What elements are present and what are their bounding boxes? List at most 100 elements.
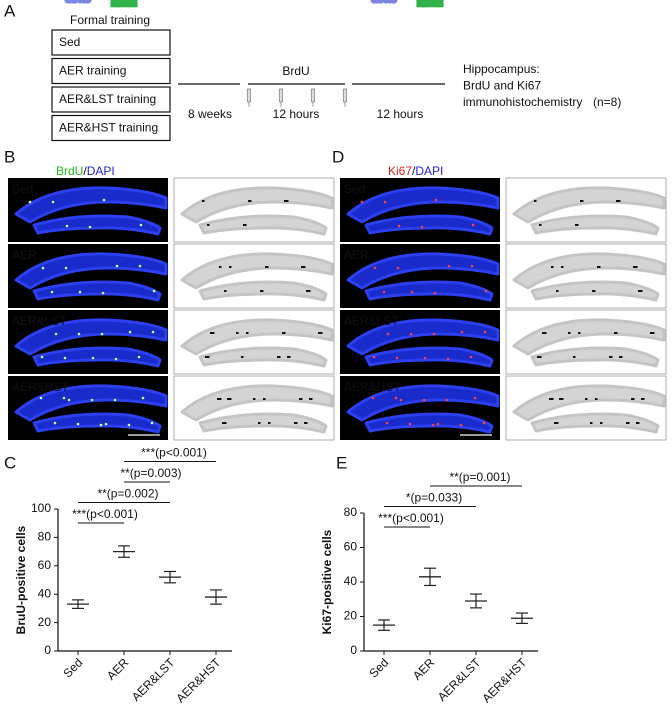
labeled-cell (263, 398, 266, 400)
labeled-cell (395, 356, 399, 360)
labeled-cell (258, 422, 261, 424)
outcome-text: immunohistochemistry (463, 95, 582, 109)
stain-header: BrdU/DAPI (56, 164, 115, 178)
dapi-layer (364, 412, 494, 434)
dapi-layer (32, 280, 162, 302)
dapi-layer (14, 186, 168, 224)
labeled-cell (549, 398, 554, 400)
labeled-cell (386, 332, 390, 336)
labeled-cell (222, 422, 227, 424)
labeled-cell (299, 398, 303, 400)
data-point (375, 0, 383, 4)
labeled-cell (633, 266, 638, 268)
training-box (51, 29, 171, 56)
y-tick-label: 40 (38, 586, 52, 600)
dapi-layer (364, 214, 494, 236)
training-label: Sed (59, 35, 80, 49)
y-tick-label: 20 (344, 609, 358, 623)
duration-label: 12 hours (273, 107, 320, 121)
labeled-cell (385, 421, 389, 425)
labeled-cell (399, 398, 403, 402)
labeled-cell (372, 355, 376, 359)
labeled-cell (229, 266, 232, 268)
granule-layer (530, 346, 660, 368)
labeled-cell (304, 422, 308, 424)
syringe (279, 88, 283, 103)
y-axis-title: BruU-positive cells (14, 525, 28, 634)
labeled-cell (90, 398, 94, 402)
labeled-cell (309, 398, 313, 400)
labeled-cell (431, 423, 435, 427)
data-point (122, 0, 130, 8)
labeled-cell (433, 291, 437, 295)
fluorescence-image: AER&LST (8, 310, 168, 374)
training-box (51, 114, 171, 142)
labeled-cell (650, 332, 655, 334)
training-label: AER training (59, 64, 126, 78)
condition-label: AER (344, 248, 369, 262)
training-label: AER&LST training (59, 92, 156, 106)
significance-label: **(p=0.001) (449, 470, 510, 484)
labeled-cell (561, 266, 564, 268)
duration-label: 12 hours (377, 107, 424, 121)
fluorescence-image: AER&LST (340, 310, 500, 374)
labeled-cell (67, 398, 71, 402)
duration-label: 8 weeks (188, 107, 232, 121)
panel-label: C (4, 453, 16, 472)
labeled-cell (227, 398, 232, 400)
significance-label: **(p=0.002) (97, 487, 158, 501)
labeled-cell (282, 332, 286, 334)
panel-label: E (336, 453, 347, 472)
injection-label: BrdU (282, 64, 309, 78)
labeled-cell (152, 289, 156, 293)
labeled-cell (294, 422, 298, 424)
y-tick-label: 60 (344, 540, 358, 554)
labeled-cell (638, 290, 643, 292)
labeled-cell (542, 332, 547, 334)
y-tick-label: 20 (38, 615, 52, 629)
dapi-layer (14, 318, 168, 356)
labeled-cell (128, 330, 132, 334)
counterstain-name: DAPI (415, 164, 443, 178)
labeled-cell (483, 330, 487, 334)
labeled-cell (277, 356, 281, 358)
labeled-cell (100, 332, 104, 336)
dapi-layer (32, 214, 162, 236)
labeled-cell (91, 356, 95, 360)
data-point (69, 0, 77, 4)
syringe (247, 88, 251, 103)
labeled-cell (62, 396, 66, 400)
condition-label: AER&HST (12, 380, 69, 394)
data-point (421, 0, 429, 8)
data-point (84, 0, 92, 4)
binary-image (505, 375, 667, 441)
labeled-cell (54, 332, 58, 336)
granule-layer (198, 214, 328, 236)
granule-layer (512, 318, 666, 356)
labeled-cell (248, 200, 252, 202)
labeled-cell (318, 332, 323, 334)
labeled-cell (383, 200, 387, 204)
labeled-cell (138, 264, 142, 268)
data-point (382, 0, 390, 4)
labeled-cell (537, 356, 542, 358)
x-tick-label: AER&LST (435, 655, 484, 704)
labeled-cell (28, 200, 32, 204)
labeled-cell (224, 290, 227, 292)
stain-header: Ki67/DAPI (388, 164, 443, 178)
labeled-cell (423, 356, 427, 360)
granule-layer (198, 412, 328, 434)
dapi-layer (14, 252, 168, 290)
binary-image (505, 243, 667, 309)
labeled-cell (590, 422, 593, 424)
separator: / (412, 164, 416, 178)
labeled-cell (460, 330, 464, 334)
outcome-text: Hippocampus: (463, 62, 540, 76)
panel-label: B (4, 147, 15, 166)
syringe (343, 88, 347, 103)
granule-layer (180, 318, 334, 356)
granule-layer (198, 346, 328, 368)
fluorescence-image: AER (340, 244, 500, 308)
dapi-layer (364, 346, 494, 368)
labeled-cell (287, 356, 291, 358)
